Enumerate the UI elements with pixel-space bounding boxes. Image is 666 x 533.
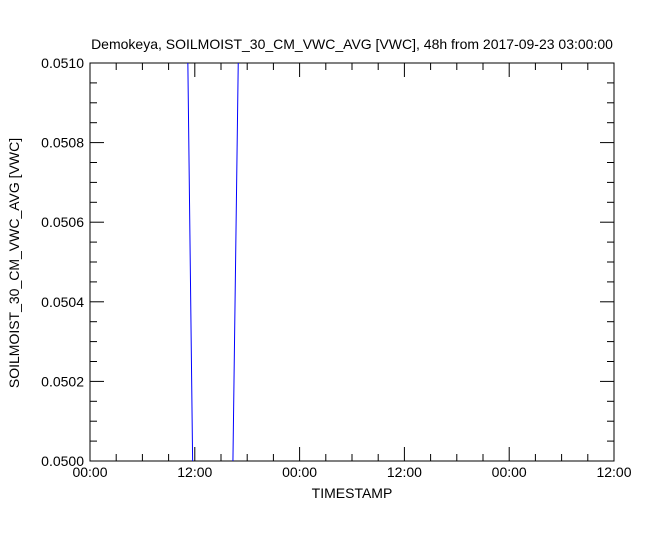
series-line bbox=[187, 63, 239, 461]
chart-title: Demokeya, SOILMOIST_30_CM_VWC_AVG [VWC],… bbox=[91, 36, 613, 52]
x-tick-label: 00:00 bbox=[492, 464, 527, 480]
y-axis-label: SOILMOIST_30_CM_VWC_AVG [VWC] bbox=[6, 138, 22, 388]
series-layer bbox=[187, 63, 239, 461]
y-tick-label: 0.0504 bbox=[41, 294, 84, 310]
x-tick-label: 12:00 bbox=[177, 464, 212, 480]
x-axis-label: TIMESTAMP bbox=[312, 485, 393, 501]
x-tick-label: 12:00 bbox=[596, 464, 631, 480]
y-tick-label: 0.0502 bbox=[41, 373, 84, 389]
plot-frame bbox=[89, 62, 615, 462]
y-axis: 0.0500 0.0502 0.0504 0.0506 0.0508 0.0510 bbox=[41, 55, 614, 469]
y-tick-label: 0.0500 bbox=[41, 453, 84, 469]
y-tick-label: 0.0508 bbox=[41, 135, 84, 151]
x-tick-label: 00:00 bbox=[72, 464, 107, 480]
x-tick-label: 12:00 bbox=[387, 464, 422, 480]
y-tick-label: 0.0506 bbox=[41, 214, 84, 230]
y-tick-label: 0.0510 bbox=[41, 55, 84, 71]
x-axis: 00:00 12:00 00:00 12:00 00:00 12:00 bbox=[72, 63, 632, 480]
x-tick-label: 00:00 bbox=[282, 464, 317, 480]
